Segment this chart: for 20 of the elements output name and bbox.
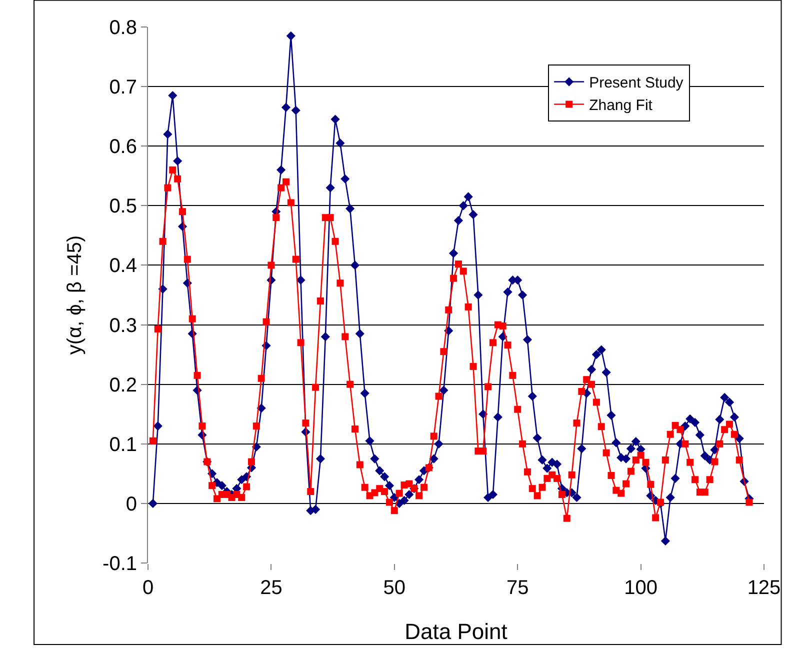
y-tick-label: 0 — [126, 493, 137, 516]
y-tick-label: -0.1 — [102, 553, 137, 575]
y-tick-label: 0.5 — [109, 196, 137, 218]
y-tick-label: 0.1 — [109, 434, 137, 456]
y-tick-label: 0.2 — [109, 374, 137, 396]
legend-label: Zhang Fit — [589, 97, 654, 114]
y-tick-label: 0.7 — [109, 76, 137, 99]
y-tick-label: 0.3 — [109, 314, 137, 337]
x-axis-title: Data Point — [404, 618, 508, 644]
x-tick-label: 100 — [624, 577, 658, 599]
y-tick-label: 0.4 — [109, 255, 137, 278]
x-tick-label: 0 — [142, 577, 154, 599]
x-tick-label: 50 — [383, 577, 406, 599]
y-tick-label: 0.6 — [109, 136, 137, 158]
x-tick-label: 25 — [260, 577, 282, 599]
y-tick-label: 0.8 — [109, 17, 137, 39]
x-tick-label: 75 — [506, 577, 529, 599]
legend-label: Present Study — [589, 74, 684, 92]
y-axis-title: y(α, ϕ, β =45) — [64, 235, 86, 355]
x-tick-label: 125 — [747, 577, 781, 599]
